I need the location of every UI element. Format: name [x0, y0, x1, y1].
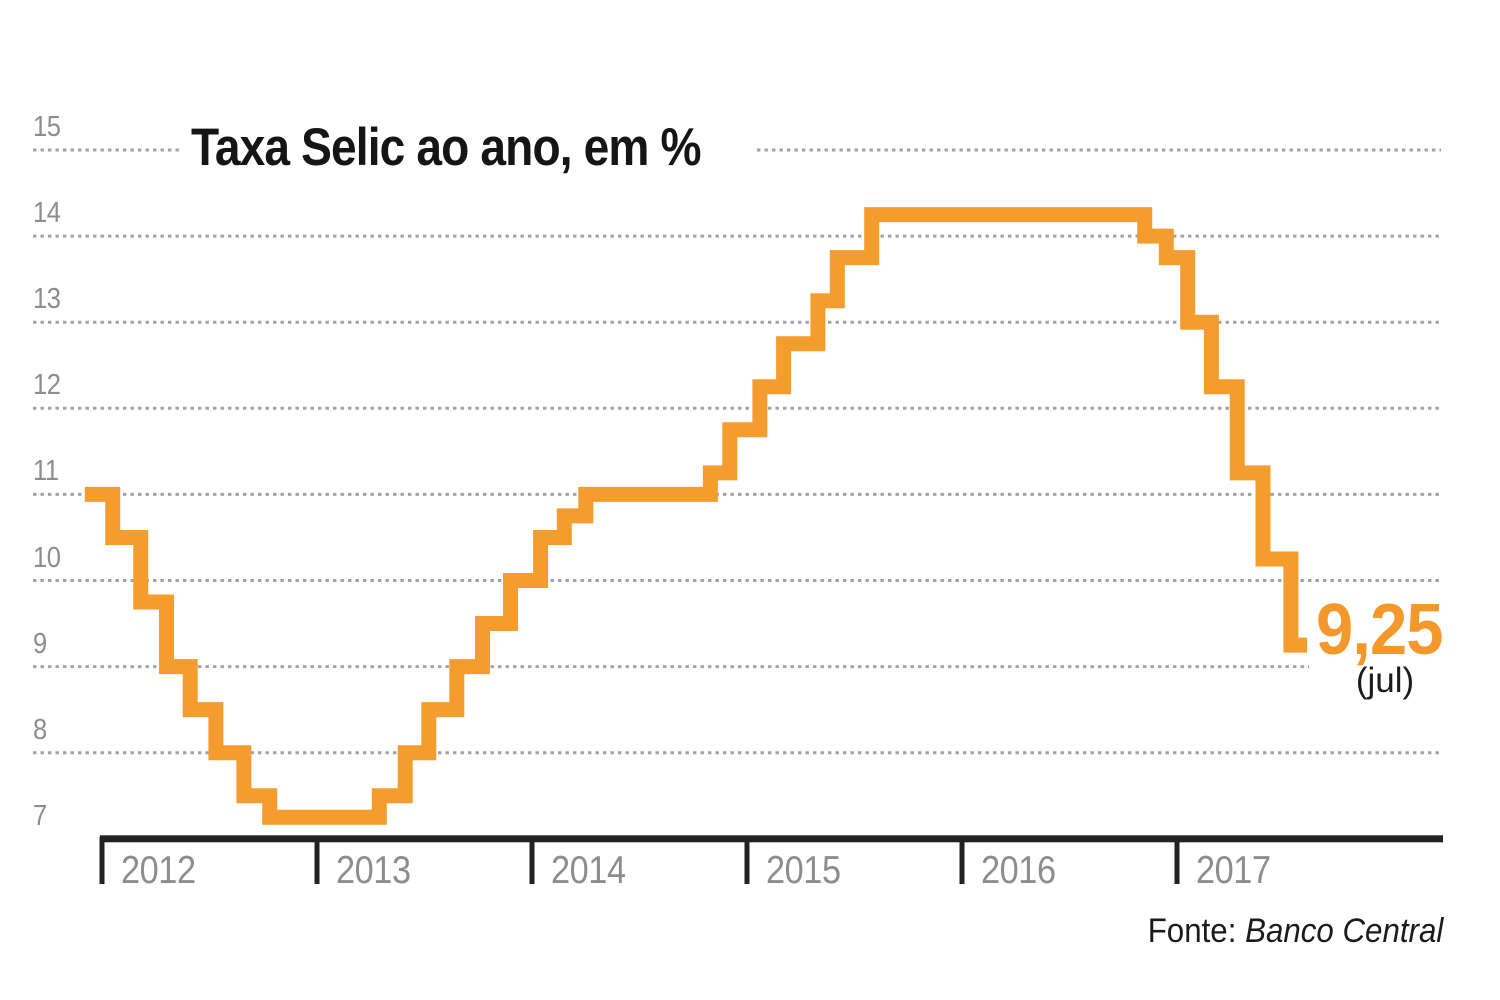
x-axis-tick-2012 [99, 836, 105, 884]
x-axis-tick-2017 [1174, 836, 1180, 884]
x-axis-year-label-2013: 2013 [336, 849, 411, 892]
x-axis-year-label-2016: 2016 [981, 849, 1056, 892]
x-axis-tick-2013 [314, 836, 320, 884]
latest-month-label: (jul) [1355, 661, 1415, 700]
x-axis-tick-2014 [529, 836, 535, 884]
y-axis-label-14: 14 [33, 197, 61, 230]
y-axis-label-9: 9 [33, 627, 47, 660]
x-axis-tick-2016 [959, 836, 965, 884]
source-credit: Fonte: Banco Central [1147, 914, 1443, 948]
source-prefix: Fonte: [1147, 912, 1237, 950]
x-axis-line [100, 835, 1443, 843]
x-axis-year-label-2015: 2015 [766, 849, 841, 892]
y-axis-label-13: 13 [33, 283, 61, 316]
y-axis-label-11: 11 [33, 455, 59, 488]
chart-title: Taxa Selic ao ano, em % [191, 118, 701, 177]
x-axis-year-label-2012: 2012 [121, 849, 196, 892]
y-axis-label-8: 8 [33, 713, 47, 746]
selic-step-line [84, 207, 1308, 825]
x-axis-year-label-2014: 2014 [551, 849, 626, 892]
y-axis-label-10: 10 [33, 541, 61, 574]
latest-value-label: 9,25 [1316, 590, 1444, 670]
source-name: Banco Central [1244, 912, 1443, 950]
y-axis-label-15: 15 [33, 111, 61, 143]
y-axis-label-12: 12 [33, 369, 61, 402]
x-axis-tick-2015 [744, 836, 750, 884]
x-axis-year-label-2017: 2017 [1196, 849, 1271, 892]
y-axis-label-7: 7 [33, 799, 47, 832]
